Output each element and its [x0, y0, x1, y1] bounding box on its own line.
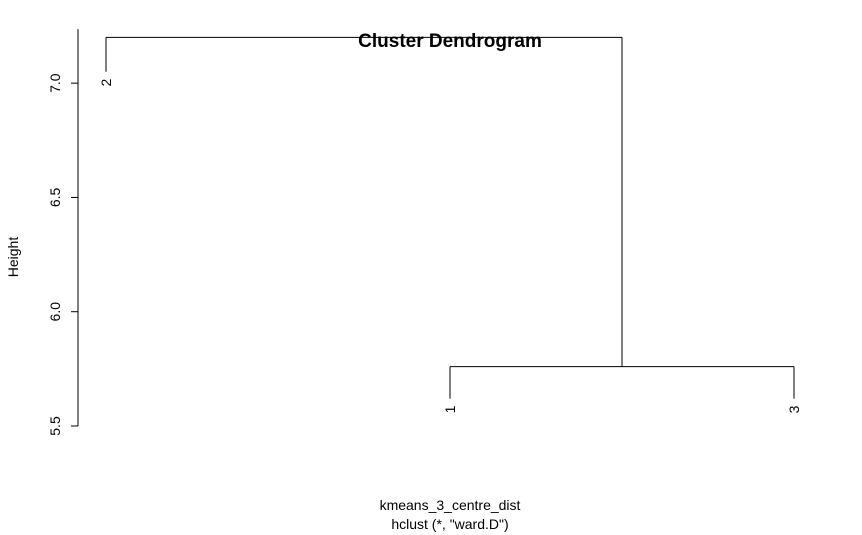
y-tick-label: 7.0	[47, 73, 63, 93]
leaf-label-1: 1	[442, 405, 458, 413]
leaf-label-2: 2	[98, 79, 114, 87]
leaf-labels: 2 1 3	[98, 79, 802, 414]
y-axis: 5.5 6.0 6.5 7.0	[47, 29, 79, 436]
chart-title: Cluster Dendrogram	[358, 31, 542, 52]
x-axis-label: kmeans_3_centre_dist	[380, 497, 521, 513]
y-tick-label: 6.0	[47, 302, 63, 322]
y-axis-label: Height	[5, 237, 21, 278]
dendrogram-tree	[105, 36, 795, 399]
method-sublabel: hclust (*, "ward.D")	[391, 516, 508, 532]
y-tick-label: 6.5	[47, 187, 63, 207]
y-tick-label: 5.5	[47, 416, 63, 436]
leaf-label-3: 3	[786, 405, 802, 413]
